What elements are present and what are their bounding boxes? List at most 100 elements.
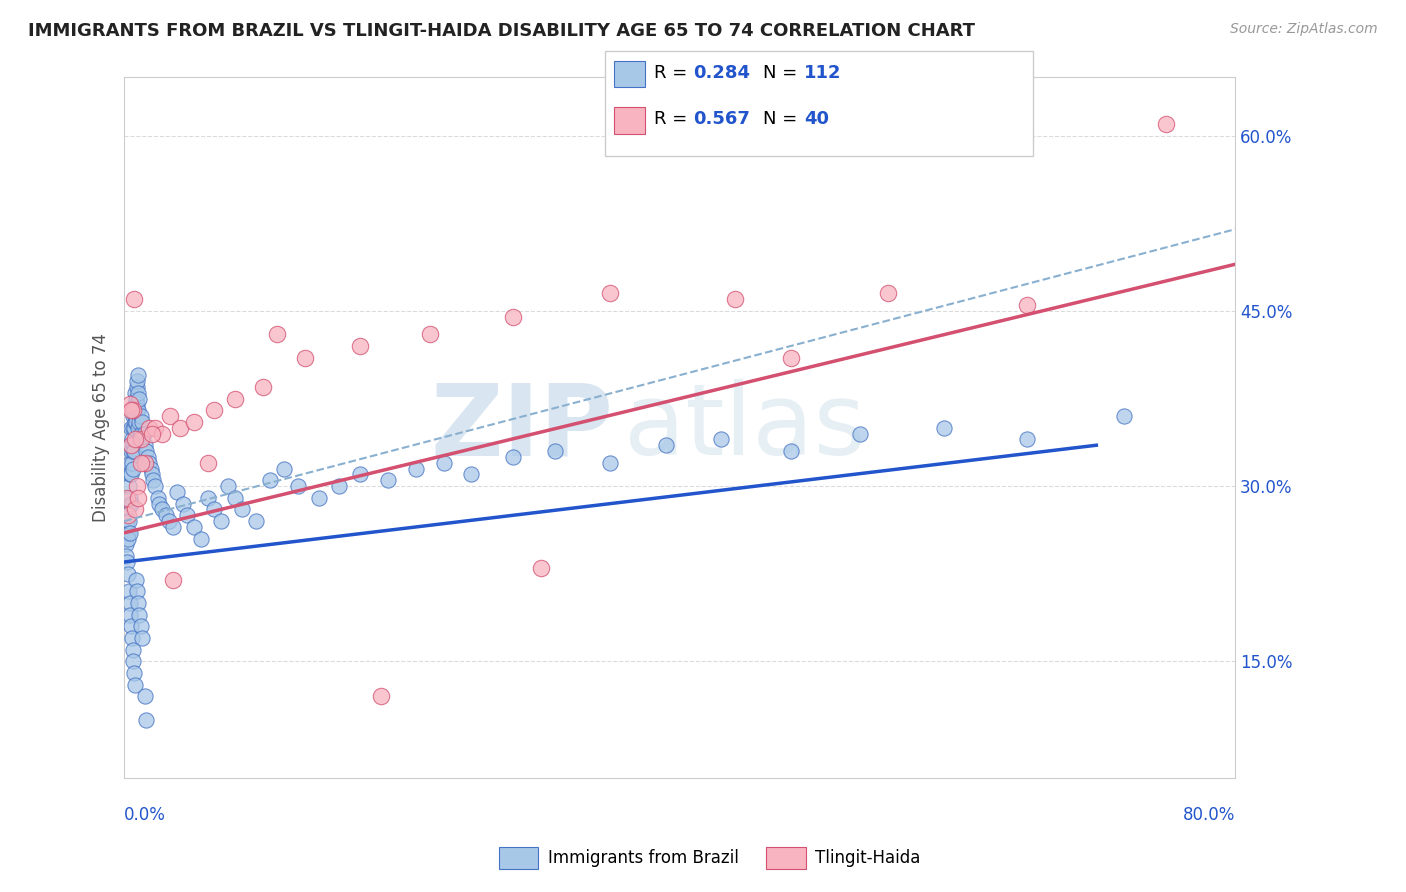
- Point: [724, 293, 747, 307]
- Text: 112: 112: [804, 64, 842, 82]
- Point: [115, 514, 138, 528]
- Point: [120, 403, 142, 417]
- Point: [287, 479, 309, 493]
- Point: [197, 456, 219, 470]
- Point: [231, 502, 253, 516]
- Point: [121, 438, 143, 452]
- Text: 80.0%: 80.0%: [1182, 806, 1236, 824]
- Text: atlas: atlas: [624, 379, 866, 476]
- Point: [138, 456, 160, 470]
- Y-axis label: Disability Age 65 to 74: Disability Age 65 to 74: [93, 334, 110, 522]
- Point: [544, 444, 567, 458]
- Point: [117, 508, 139, 523]
- Point: [127, 374, 149, 388]
- Point: [204, 403, 226, 417]
- Point: [148, 497, 170, 511]
- Point: [124, 385, 146, 400]
- Point: [115, 555, 138, 569]
- Point: [121, 409, 143, 423]
- Point: [877, 286, 900, 301]
- Point: [349, 467, 371, 482]
- Point: [710, 433, 733, 447]
- Point: [128, 392, 150, 406]
- Point: [141, 426, 163, 441]
- Point: [134, 438, 156, 452]
- Point: [118, 514, 141, 528]
- Point: [118, 525, 141, 540]
- Point: [405, 461, 427, 475]
- Text: 0.567: 0.567: [693, 110, 749, 128]
- Point: [135, 713, 157, 727]
- Point: [120, 467, 142, 482]
- Text: 0.284: 0.284: [693, 64, 751, 82]
- Point: [273, 461, 295, 475]
- Text: Tlingit-Haida: Tlingit-Haida: [815, 849, 921, 867]
- Point: [125, 573, 148, 587]
- Point: [127, 491, 149, 505]
- Point: [118, 596, 141, 610]
- Point: [124, 397, 146, 411]
- Point: [143, 479, 166, 493]
- Point: [155, 508, 177, 523]
- Point: [252, 380, 274, 394]
- Point: [266, 327, 288, 342]
- Point: [245, 514, 267, 528]
- Point: [118, 584, 141, 599]
- Point: [169, 421, 191, 435]
- Point: [122, 403, 145, 417]
- Point: [779, 351, 801, 365]
- Point: [125, 380, 148, 394]
- Point: [120, 444, 142, 458]
- Point: [502, 310, 524, 324]
- Point: [127, 397, 149, 411]
- Point: [124, 433, 146, 447]
- Point: [217, 479, 239, 493]
- Point: [190, 532, 212, 546]
- Point: [159, 409, 181, 423]
- Point: [115, 491, 138, 505]
- Point: [204, 502, 226, 516]
- Point: [209, 514, 232, 528]
- Point: [122, 654, 145, 668]
- Text: 0.0%: 0.0%: [124, 806, 166, 824]
- Point: [127, 403, 149, 417]
- Point: [224, 491, 246, 505]
- Point: [129, 426, 152, 441]
- Point: [120, 607, 142, 622]
- Text: N =: N =: [763, 64, 803, 82]
- Point: [134, 690, 156, 704]
- Point: [127, 421, 149, 435]
- Point: [655, 438, 678, 452]
- Point: [121, 403, 143, 417]
- Point: [150, 502, 173, 516]
- Text: ZIP: ZIP: [430, 379, 613, 476]
- Point: [120, 497, 142, 511]
- Point: [122, 444, 145, 458]
- Point: [125, 479, 148, 493]
- Point: [176, 508, 198, 523]
- Point: [166, 485, 188, 500]
- Point: [162, 520, 184, 534]
- Point: [121, 456, 143, 470]
- Text: R =: R =: [654, 64, 693, 82]
- Point: [121, 461, 143, 475]
- Point: [308, 491, 330, 505]
- Point: [124, 409, 146, 423]
- Point: [122, 421, 145, 435]
- Point: [328, 479, 350, 493]
- Point: [197, 491, 219, 505]
- Point: [779, 444, 801, 458]
- Text: N =: N =: [763, 110, 803, 128]
- Point: [1015, 433, 1038, 447]
- Point: [143, 421, 166, 435]
- Point: [142, 473, 165, 487]
- Point: [599, 286, 621, 301]
- Point: [172, 497, 194, 511]
- Point: [135, 444, 157, 458]
- Point: [129, 433, 152, 447]
- Point: [120, 467, 142, 482]
- Point: [141, 467, 163, 482]
- Point: [121, 631, 143, 645]
- Point: [127, 596, 149, 610]
- Point: [157, 514, 180, 528]
